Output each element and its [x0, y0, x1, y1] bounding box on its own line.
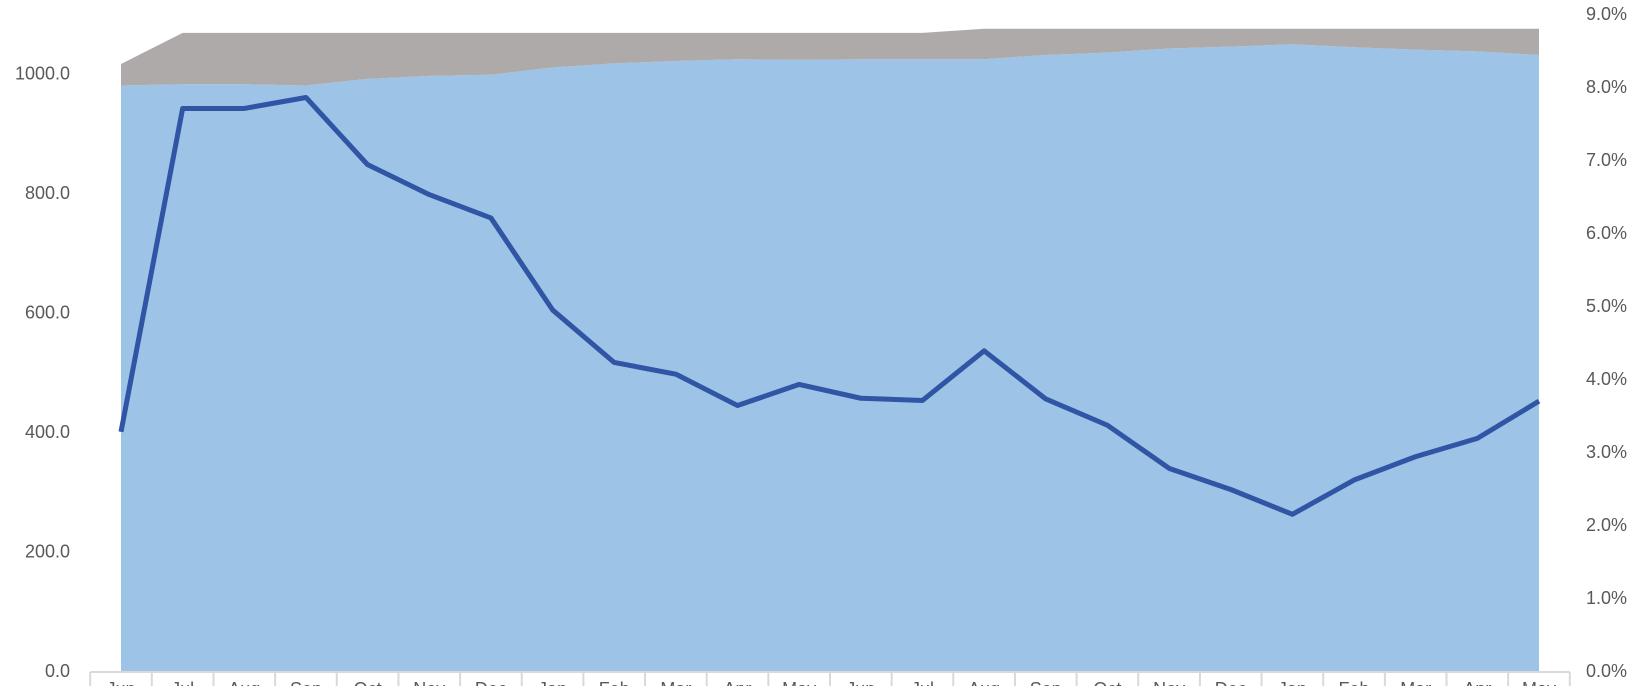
x-tick-label: Jul	[171, 679, 194, 686]
x-tick-label: May	[782, 679, 816, 686]
x-tick-label: Dec	[475, 679, 507, 686]
y2-tick-label: 8.0%	[1586, 77, 1627, 97]
x-tick-label: Dec	[1215, 679, 1247, 686]
y-tick-label: 0.0	[45, 661, 70, 681]
x-tick-label: Feb	[1339, 679, 1370, 686]
y-tick-label: 600.0	[25, 302, 70, 322]
x-tick-label: Nov	[413, 679, 445, 686]
y2-tick-label: 2.0%	[1586, 515, 1627, 535]
y2-tick-label: 5.0%	[1586, 296, 1627, 316]
y2-tick-label: 4.0%	[1586, 369, 1627, 389]
area	[121, 44, 1539, 673]
x-tick-label: Mar	[660, 679, 691, 686]
x-tick-label: Sep	[290, 679, 322, 686]
y2-tick-label: 3.0%	[1586, 442, 1627, 462]
x-tick-label: Jun	[106, 679, 135, 686]
x-tick-label: Jan	[538, 679, 567, 686]
line	[118, 94, 1541, 517]
area	[121, 28, 1539, 86]
y2-tick-label: 0.0%	[1586, 661, 1627, 681]
x-tick-label: Oct	[354, 679, 382, 686]
x-tick-label: Oct	[1093, 679, 1121, 686]
y2-tick-label: 6.0%	[1586, 223, 1627, 243]
y-tick-label: 800.0	[25, 183, 70, 203]
x-tick-label: Jan	[1278, 679, 1307, 686]
y2-tick-label: 1.0%	[1586, 588, 1627, 608]
x-tick-label: May	[1522, 679, 1556, 686]
y2-tick-label: 7.0%	[1586, 150, 1627, 170]
y-tick-label: 200.0	[25, 541, 70, 561]
x-tick-label: Sep	[1030, 679, 1062, 686]
x-tick-label: Apr	[1463, 679, 1491, 686]
x-tick-label: Jun	[846, 679, 875, 686]
x-tick-label: Jul	[911, 679, 934, 686]
y2-tick-label: 9.0%	[1586, 4, 1627, 24]
x-tick-label: Apr	[724, 679, 752, 686]
y-tick-label: 1000.0	[15, 63, 70, 83]
x-tick-label: Nov	[1153, 679, 1185, 686]
y-tick-label: 400.0	[25, 422, 70, 442]
x-tick-label: Aug	[968, 679, 1000, 686]
x-tick-label: Feb	[599, 679, 630, 686]
x-tick-label: Aug	[228, 679, 260, 686]
x-tick-label: Mar	[1400, 679, 1431, 686]
